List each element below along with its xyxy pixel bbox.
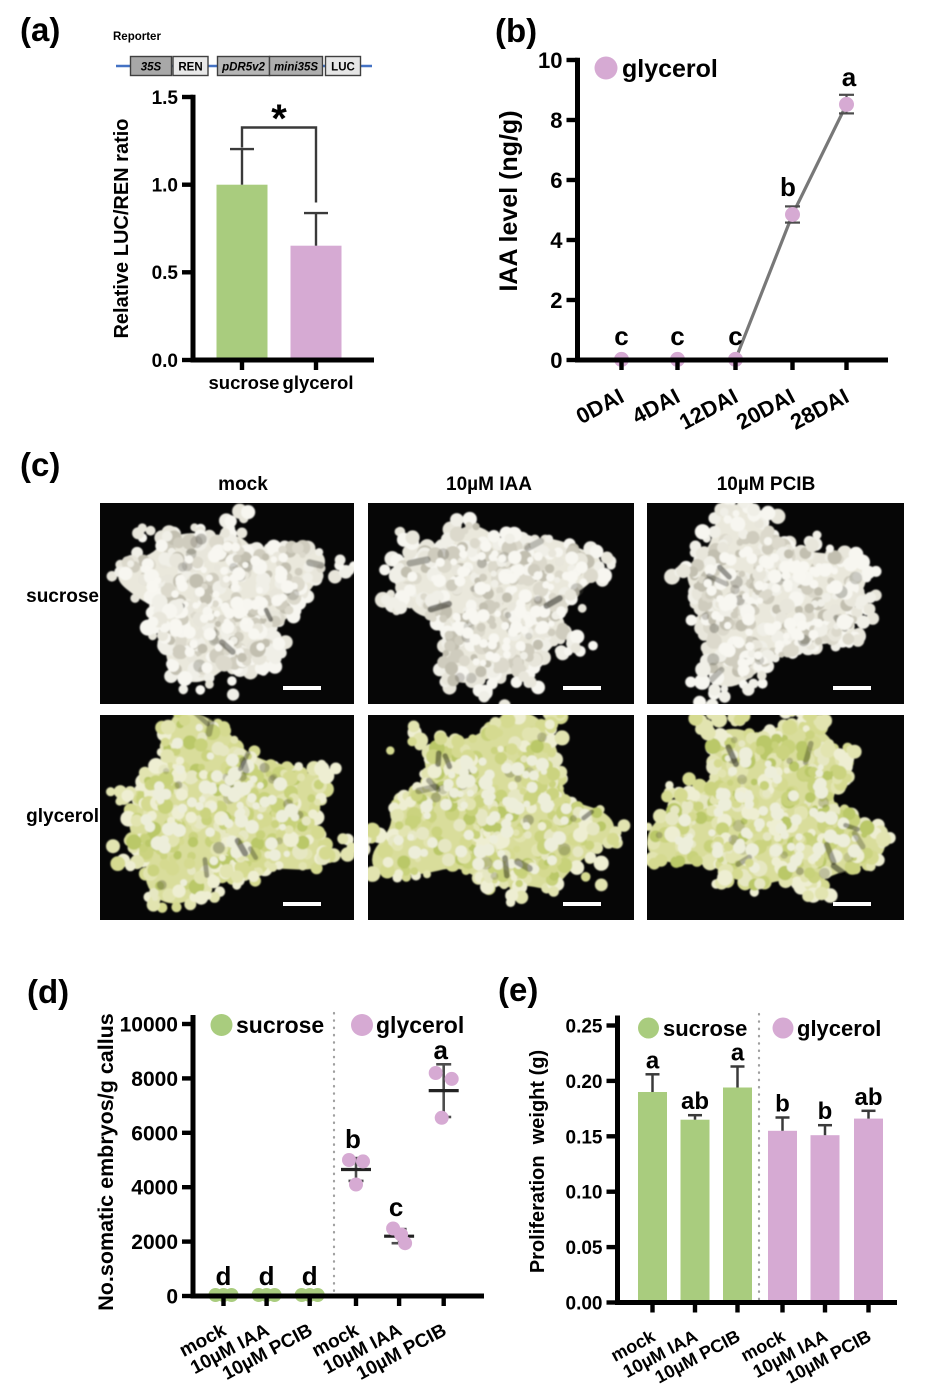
svg-text:pDR5v2: pDR5v2 <box>221 62 265 74</box>
svg-text:0: 0 <box>550 348 562 373</box>
svg-text:35S: 35S <box>141 62 162 74</box>
svg-text:sucrose: sucrose <box>209 372 280 393</box>
svg-text:(a): (a) <box>20 11 60 48</box>
svg-text:b: b <box>780 172 796 202</box>
svg-text:c: c <box>670 321 684 351</box>
svg-text:0.15: 0.15 <box>566 1127 603 1148</box>
svg-text:4000: 4000 <box>131 1177 178 1200</box>
svg-text:c: c <box>389 1192 403 1222</box>
svg-text:LUC: LUC <box>331 62 355 74</box>
svg-text:d: d <box>259 1261 275 1291</box>
svg-text:c: c <box>614 321 628 351</box>
svg-text:4: 4 <box>550 228 563 253</box>
svg-text:(b): (b) <box>495 12 537 49</box>
svg-text:8: 8 <box>550 108 562 133</box>
svg-text:glycerol: glycerol <box>283 372 354 393</box>
svg-text:Proliferation weight (g): Proliferation weight (g) <box>527 1050 549 1273</box>
svg-text:0.10: 0.10 <box>566 1183 603 1204</box>
svg-text:ab: ab <box>854 1084 882 1111</box>
svg-text:sucrose: sucrose <box>663 1016 747 1041</box>
svg-text:a: a <box>842 62 857 92</box>
svg-text:IAA level (ng/g): IAA level (ng/g) <box>495 110 523 291</box>
svg-text:0.00: 0.00 <box>566 1294 603 1315</box>
svg-text:(e): (e) <box>498 971 538 1008</box>
svg-text:c: c <box>728 321 742 351</box>
svg-text:0.20: 0.20 <box>566 1072 603 1093</box>
svg-text:sucrose: sucrose <box>26 586 99 607</box>
svg-text:0.0: 0.0 <box>152 351 178 372</box>
svg-text:glycerol: glycerol <box>622 55 718 83</box>
svg-text:8000: 8000 <box>131 1068 178 1091</box>
svg-text:sucrose: sucrose <box>236 1012 324 1038</box>
svg-text:b: b <box>775 1091 790 1118</box>
svg-text:6000: 6000 <box>131 1122 178 1145</box>
svg-text:glycerol: glycerol <box>376 1012 464 1038</box>
svg-text:glycerol: glycerol <box>26 806 99 827</box>
svg-text:Reporter: Reporter <box>113 31 161 43</box>
svg-text:1.5: 1.5 <box>152 88 179 109</box>
svg-text:4DAI: 4DAI <box>628 383 684 429</box>
svg-text:1.0: 1.0 <box>152 176 178 197</box>
svg-text:28DAI: 28DAI <box>786 383 853 434</box>
svg-text:a: a <box>433 1035 448 1065</box>
svg-text:d: d <box>302 1261 318 1291</box>
svg-text:a: a <box>731 1040 745 1067</box>
svg-text:10: 10 <box>538 48 562 73</box>
svg-text:20DAI: 20DAI <box>732 383 799 434</box>
svg-text:(c): (c) <box>20 446 60 483</box>
svg-text:12DAI: 12DAI <box>675 383 742 434</box>
svg-text:6: 6 <box>550 168 562 193</box>
svg-text:glycerol: glycerol <box>797 1016 881 1041</box>
svg-text:0.5: 0.5 <box>152 263 179 284</box>
svg-text:0: 0 <box>166 1286 178 1309</box>
svg-text:mini35S: mini35S <box>274 62 318 74</box>
svg-text:b: b <box>345 1124 361 1154</box>
svg-text:b: b <box>818 1098 833 1125</box>
svg-text:10000: 10000 <box>120 1014 178 1037</box>
svg-text:0DAI: 0DAI <box>572 383 628 429</box>
svg-text:a: a <box>646 1047 660 1074</box>
svg-text:ab: ab <box>681 1088 709 1115</box>
svg-text:d: d <box>216 1261 232 1291</box>
svg-text:No.somatic embryos/g callus: No.somatic embryos/g callus <box>94 1013 118 1311</box>
svg-text:2: 2 <box>550 288 562 313</box>
svg-text:0.25: 0.25 <box>566 1017 603 1038</box>
svg-text:REN: REN <box>178 62 202 74</box>
svg-text:*: * <box>271 97 287 141</box>
svg-text:mock: mock <box>218 474 268 495</box>
svg-text:2000: 2000 <box>131 1231 178 1254</box>
svg-text:(d): (d) <box>27 973 69 1010</box>
svg-text:Relative LUC/REN ratio: Relative LUC/REN ratio <box>111 118 133 338</box>
svg-text:0.05: 0.05 <box>566 1238 603 1259</box>
svg-text:10µM PCIB: 10µM PCIB <box>717 474 816 495</box>
svg-text:10µM IAA: 10µM IAA <box>446 474 532 495</box>
